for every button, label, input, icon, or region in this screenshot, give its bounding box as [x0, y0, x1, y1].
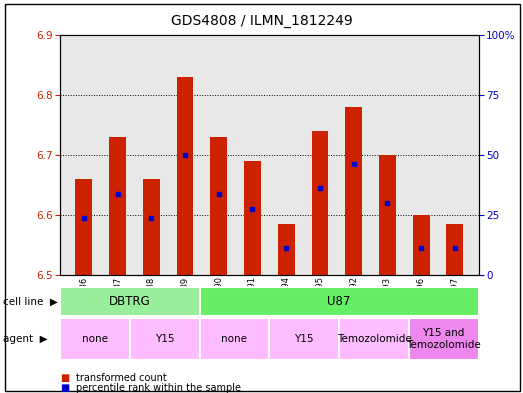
Bar — [60, 318, 130, 360]
Bar — [60, 287, 200, 316]
Text: GDS4808 / ILMN_1812249: GDS4808 / ILMN_1812249 — [170, 14, 353, 28]
Text: Y15 and
Temozolomide: Y15 and Temozolomide — [406, 328, 481, 350]
Text: none: none — [82, 334, 108, 344]
Bar — [339, 318, 409, 360]
Text: U87: U87 — [327, 295, 351, 308]
Bar — [345, 107, 362, 275]
Bar — [278, 224, 294, 275]
Bar — [210, 137, 227, 275]
Bar — [244, 161, 261, 275]
Text: transformed count: transformed count — [76, 373, 167, 383]
Bar — [143, 179, 160, 275]
Text: DBTRG: DBTRG — [109, 295, 151, 308]
Text: percentile rank within the sample: percentile rank within the sample — [76, 383, 241, 393]
Text: Y15: Y15 — [294, 334, 314, 344]
Bar — [177, 77, 194, 275]
Bar — [379, 155, 396, 275]
Bar — [200, 318, 269, 360]
Text: ■: ■ — [60, 383, 70, 393]
Bar — [447, 224, 463, 275]
Text: cell line  ▶: cell line ▶ — [3, 297, 58, 307]
Text: Y15: Y15 — [155, 334, 175, 344]
Bar — [109, 137, 126, 275]
Bar — [130, 318, 200, 360]
Text: ■: ■ — [60, 373, 70, 383]
Bar — [409, 318, 479, 360]
Bar — [200, 287, 479, 316]
Bar — [413, 215, 429, 275]
Text: none: none — [221, 334, 247, 344]
Bar — [312, 131, 328, 275]
Bar — [75, 179, 92, 275]
Text: Temozolomide: Temozolomide — [337, 334, 411, 344]
Text: agent  ▶: agent ▶ — [3, 334, 47, 344]
Bar — [269, 318, 339, 360]
